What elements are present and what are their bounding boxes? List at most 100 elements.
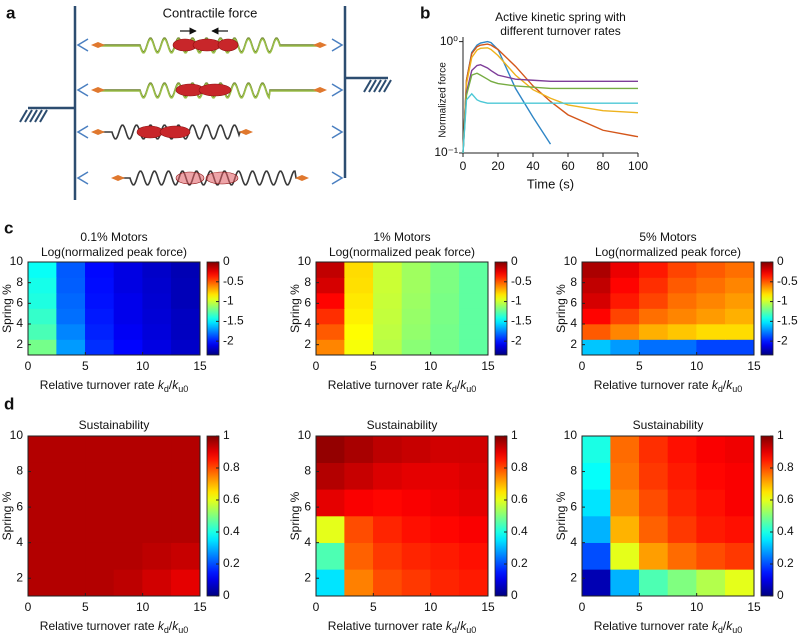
colorbar-tick-label: 0 <box>223 254 230 268</box>
colorbar <box>206 261 220 356</box>
heatmap-cell <box>581 462 611 490</box>
heatmap-cell <box>581 261 611 278</box>
heatmap-cell <box>171 292 201 309</box>
heatmap-cell <box>56 277 86 294</box>
chart-subtitle: Log(normalized peak force) <box>41 245 187 259</box>
x-tick-label: 100 <box>628 159 648 173</box>
x-axis-label-part: Relative turnover rate <box>594 378 712 392</box>
linker <box>331 171 344 185</box>
heatmap-cell <box>401 308 431 325</box>
colorbar-tick-label: 0.8 <box>223 460 240 474</box>
plot-frame <box>315 435 489 597</box>
heatmap-cell <box>725 277 755 294</box>
colorbar <box>760 435 774 597</box>
chart-title: Sustainability <box>633 418 704 432</box>
x-axis-label-part: Relative turnover rate <box>328 378 446 392</box>
heatmap-cell <box>581 489 611 517</box>
heatmap-cell <box>113 277 143 294</box>
linker <box>331 38 344 52</box>
colorbar-tick-label: -1 <box>777 294 788 308</box>
heatmap-cell <box>315 515 345 543</box>
chart-title: 0.1% Motors <box>80 230 147 244</box>
motor <box>175 171 205 185</box>
colorbar-tick-label: -1.5 <box>777 314 798 328</box>
x-tick-label: 15 <box>193 359 207 373</box>
y-tick-label: 2 <box>570 337 577 351</box>
heatmap-cell <box>27 323 57 340</box>
heatmap-cell <box>315 489 345 517</box>
heatmap-cell <box>667 277 697 294</box>
heatmap-cell <box>610 339 640 356</box>
heatmap-cell <box>142 323 172 340</box>
colorbar-tick-label: 0.2 <box>223 556 240 570</box>
chart-title: 5% Motors <box>639 230 696 244</box>
heatmap-cell <box>142 569 172 597</box>
motor <box>217 38 239 52</box>
x-tick-label: 5 <box>370 600 377 614</box>
x-axis-label: Relative turnover rate kd/ku0 <box>40 378 188 394</box>
heatmap-cell <box>696 261 726 278</box>
y-tick-label: 4 <box>304 535 311 549</box>
x-axis-label-part: u0 <box>466 384 476 394</box>
heatmap-cell <box>581 292 611 309</box>
x-tick-label: 10 <box>424 600 438 614</box>
heatmap-cell <box>430 339 460 356</box>
heatmap-cell <box>459 308 489 325</box>
heatmap-cell <box>142 489 172 517</box>
x-tick-label: 5 <box>82 359 89 373</box>
heatmap-cell <box>459 569 489 597</box>
heatmap-cell <box>315 292 345 309</box>
y-tick-label: 10 <box>564 254 578 268</box>
heatmap-cell <box>85 261 115 278</box>
heatmap-cell <box>667 569 697 597</box>
colorbar-tick-label: -1.5 <box>223 314 244 328</box>
x-axis-label-part: / <box>723 378 727 392</box>
heatmap-cell <box>142 292 172 309</box>
heatmap-cell <box>430 277 460 294</box>
x-tick-label: 0 <box>313 600 320 614</box>
heatmap-cell <box>171 462 201 490</box>
line-series <box>462 47 639 154</box>
heatmap-cell <box>373 435 403 463</box>
heatmap-cell <box>610 292 640 309</box>
heatmap-cell <box>171 261 201 278</box>
crosslinker <box>91 129 105 135</box>
heatmap-cell <box>639 323 669 340</box>
heatmap-cell <box>401 462 431 490</box>
x-tick-label: 60 <box>561 159 575 173</box>
x-axis-label-part: k <box>446 378 453 392</box>
heatmap-cell <box>725 339 755 356</box>
heatmap-cell <box>725 569 755 597</box>
panel-label: c <box>4 218 13 237</box>
x-axis-label-part: u0 <box>732 384 742 394</box>
heatmap-cell <box>430 489 460 517</box>
x-tick-label: 15 <box>481 359 495 373</box>
chart-title: Active kinetic spring with <box>495 10 626 24</box>
heatmap-cell <box>56 515 86 543</box>
heatmap-cell <box>430 292 460 309</box>
heatmap-cell <box>696 308 726 325</box>
heatmap-cell <box>142 339 172 356</box>
x-axis-label-part: k <box>446 619 453 633</box>
heatmap-cell <box>27 569 57 597</box>
heatmap-cell <box>27 277 57 294</box>
heatmap-cell <box>373 323 403 340</box>
heatmap-cell <box>373 569 403 597</box>
y-axis-label: Spring % <box>0 284 14 333</box>
heatmap-cell <box>344 462 374 490</box>
heatmap-cell <box>430 515 460 543</box>
x-tick-label: 15 <box>747 600 761 614</box>
heatmap-cell <box>85 462 115 490</box>
heatmap-cell <box>373 339 403 356</box>
heatmap-cell <box>373 277 403 294</box>
heatmap-cell <box>667 542 697 570</box>
heatmap-cell <box>85 435 115 463</box>
spring <box>118 170 302 186</box>
heatmap-cell <box>27 489 57 517</box>
y-tick-label: 4 <box>570 535 577 549</box>
spring <box>98 124 246 140</box>
colorbar <box>494 435 508 597</box>
x-tick-label: 80 <box>596 159 610 173</box>
x-tick-label: 0 <box>25 600 32 614</box>
heatmap-cell <box>667 489 697 517</box>
